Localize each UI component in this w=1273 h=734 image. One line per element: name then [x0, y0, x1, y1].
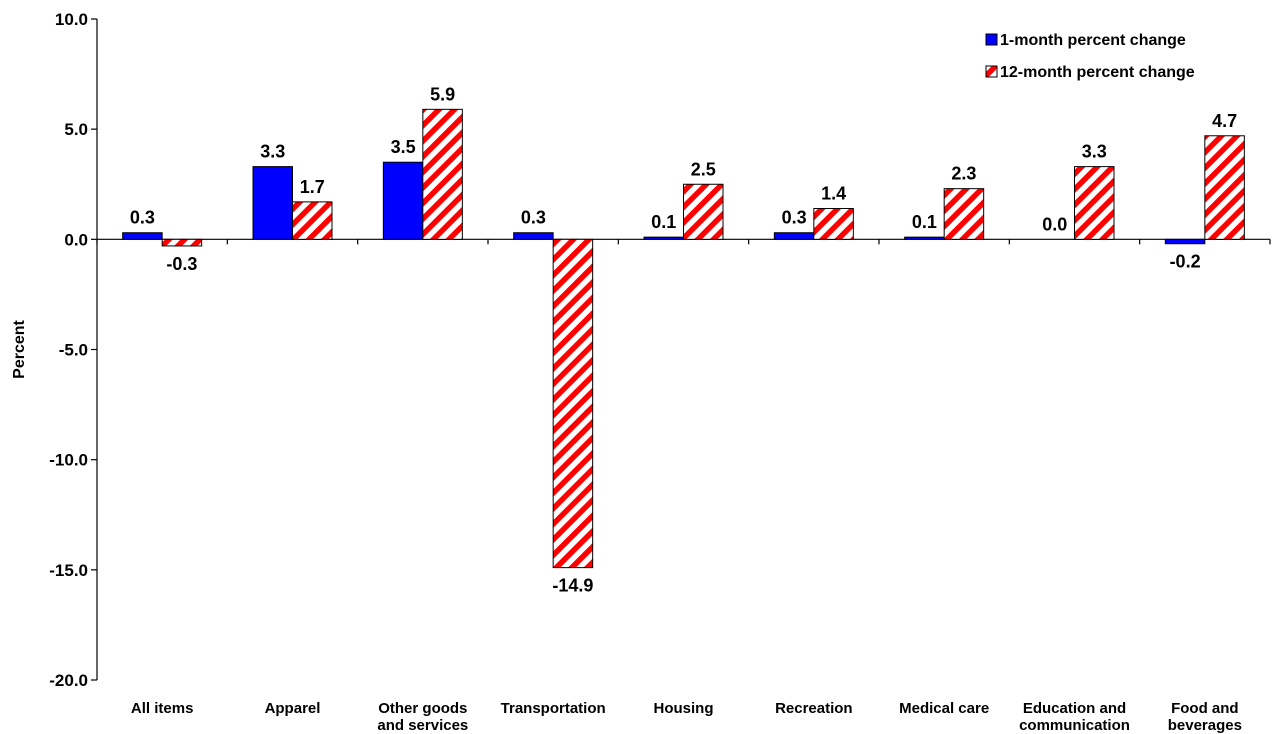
- data-label-12-month: 5.9: [430, 84, 455, 104]
- data-label-1-month: 0.3: [130, 208, 155, 228]
- category-label: and services: [377, 717, 468, 734]
- y-tick-label: 0.0: [64, 230, 88, 249]
- y-tick-label: -5.0: [59, 341, 88, 360]
- category-label: Transportation: [501, 700, 606, 717]
- bar-12-month: [161, 238, 203, 247]
- data-label-1-month: 0.1: [651, 212, 676, 232]
- bar-1-month: [904, 236, 945, 240]
- data-label-1-month: 0.3: [782, 208, 807, 228]
- data-label-12-month: 4.7: [1212, 111, 1237, 131]
- axes: 10.0 5.0 0.0 -5.0 -10.0 -15.0 -20.0 Percent: [11, 10, 1271, 690]
- bar-12-month: [683, 183, 724, 240]
- data-label-1-month: 0.1: [912, 212, 937, 232]
- labels: 0.3 -0.3 All items 3.3 1.7 Apparel 3.5 5.9 Other…: [130, 84, 1242, 734]
- data-label-12-month: 2.3: [951, 164, 976, 184]
- bar-1-month: [1164, 238, 1206, 245]
- bar-1-month: [252, 166, 293, 240]
- bars: [122, 108, 1245, 569]
- bar-12-month: [552, 238, 594, 569]
- category-label: Education and: [1023, 700, 1126, 717]
- legend-label-12-month: 12-month percent change: [1000, 64, 1195, 81]
- y-tick-label: 10.0: [55, 10, 88, 29]
- y-tick-label: -20.0: [49, 671, 88, 690]
- y-tick-label: -10.0: [49, 451, 88, 470]
- y-tick-label: -15.0: [49, 561, 88, 580]
- data-label-1-month: 3.5: [391, 137, 416, 157]
- bar-1-month: [382, 161, 424, 240]
- bar-1-month: [773, 232, 815, 240]
- bar-12-month: [422, 108, 463, 240]
- bar-12-month: [813, 207, 854, 240]
- data-label-1-month: 3.3: [260, 142, 285, 162]
- data-label-1-month: 0.0: [1042, 214, 1067, 234]
- data-label-12-month: 2.5: [691, 159, 716, 179]
- bar-1-month: [643, 236, 684, 240]
- category-label: Food and: [1171, 700, 1239, 717]
- category-label: All items: [131, 700, 194, 717]
- category-label: beverages: [1168, 717, 1242, 734]
- bar-12-month: [943, 188, 985, 240]
- data-label-12-month: -14.9: [552, 576, 593, 596]
- data-label-12-month: 1.7: [300, 177, 325, 197]
- legend-swatch-1-month: [985, 33, 998, 46]
- y-axis-title: Percent: [11, 319, 28, 378]
- bar-1-month: [122, 232, 163, 240]
- category-label: Medical care: [899, 700, 989, 717]
- data-label-1-month: -0.2: [1170, 252, 1201, 272]
- category-label: Other goods: [378, 700, 467, 717]
- bar-12-month: [1204, 135, 1245, 240]
- bar-12-month: [292, 201, 333, 240]
- category-label: Recreation: [775, 700, 853, 717]
- legend-swatch-12-month: [985, 65, 998, 78]
- y-tick-label: 5.0: [64, 120, 88, 139]
- data-label-12-month: -0.3: [166, 254, 197, 274]
- legend: 1-month percent change 12-month percent c…: [985, 32, 1195, 81]
- bar-12-month: [1074, 166, 1115, 240]
- legend-label-1-month: 1-month percent change: [1000, 32, 1186, 49]
- category-label: Apparel: [265, 700, 321, 717]
- data-label-12-month: 3.3: [1082, 142, 1107, 162]
- category-label: Housing: [654, 700, 714, 717]
- data-label-12-month: 1.4: [821, 183, 846, 203]
- data-label-1-month: 0.3: [521, 208, 546, 228]
- category-label: communication: [1019, 717, 1130, 734]
- bar-1-month: [513, 232, 554, 240]
